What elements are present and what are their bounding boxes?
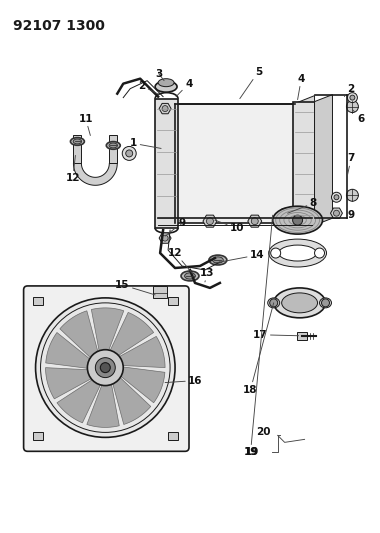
Text: 12: 12 (65, 156, 80, 183)
Polygon shape (159, 103, 171, 114)
Text: 14: 14 (215, 250, 264, 263)
Ellipse shape (158, 79, 174, 87)
Circle shape (293, 215, 302, 225)
Circle shape (282, 211, 287, 216)
Text: 20: 20 (256, 427, 271, 438)
Ellipse shape (73, 139, 82, 144)
Polygon shape (117, 336, 165, 368)
Text: 11: 11 (78, 114, 93, 135)
Ellipse shape (268, 298, 280, 308)
Circle shape (350, 95, 355, 100)
Ellipse shape (185, 273, 195, 279)
Ellipse shape (274, 288, 326, 318)
Circle shape (87, 350, 123, 385)
Text: 8: 8 (288, 198, 317, 213)
Circle shape (347, 93, 357, 102)
Circle shape (100, 362, 110, 373)
Polygon shape (60, 311, 99, 360)
Polygon shape (248, 215, 262, 227)
Ellipse shape (181, 271, 199, 281)
Circle shape (206, 217, 214, 224)
Ellipse shape (320, 298, 331, 308)
Text: 19: 19 (244, 447, 259, 457)
Polygon shape (91, 308, 124, 354)
Bar (293, 102, 315, 225)
Polygon shape (57, 378, 102, 423)
Circle shape (347, 101, 358, 112)
Text: 5: 5 (240, 67, 262, 99)
Text: 9: 9 (165, 218, 185, 236)
Ellipse shape (269, 239, 326, 267)
Circle shape (334, 210, 339, 216)
Text: 2: 2 (344, 84, 355, 96)
Bar (168, 297, 178, 305)
Text: 92107 1300: 92107 1300 (13, 19, 105, 33)
Polygon shape (331, 208, 342, 219)
Bar (33, 432, 43, 440)
Circle shape (280, 208, 290, 218)
Text: 4: 4 (298, 74, 305, 100)
Circle shape (95, 358, 115, 377)
Ellipse shape (282, 293, 318, 313)
Bar (168, 432, 178, 440)
Text: 10: 10 (215, 220, 244, 233)
Ellipse shape (273, 206, 323, 234)
Circle shape (36, 298, 175, 438)
FancyBboxPatch shape (24, 286, 189, 451)
Ellipse shape (155, 81, 177, 92)
Circle shape (270, 299, 278, 307)
Ellipse shape (209, 255, 227, 265)
Text: 19: 19 (243, 215, 273, 457)
Ellipse shape (279, 245, 317, 261)
Polygon shape (73, 164, 117, 185)
Polygon shape (159, 233, 171, 243)
Text: 12: 12 (168, 248, 193, 274)
Bar (297, 332, 307, 340)
Bar (33, 297, 43, 305)
Circle shape (162, 235, 168, 241)
Text: 9: 9 (347, 210, 355, 220)
Text: 17: 17 (253, 330, 299, 340)
Text: 4: 4 (176, 79, 192, 96)
Circle shape (334, 195, 339, 200)
Text: 7: 7 (347, 154, 355, 175)
Text: 16: 16 (165, 376, 203, 385)
Text: 2: 2 (138, 80, 159, 95)
Circle shape (122, 147, 136, 160)
Text: 15: 15 (115, 280, 155, 295)
Polygon shape (109, 135, 117, 164)
Circle shape (251, 217, 258, 224)
Polygon shape (109, 312, 154, 357)
Text: 13: 13 (200, 268, 214, 282)
Polygon shape (315, 95, 332, 225)
Circle shape (271, 248, 281, 258)
Text: 18: 18 (243, 303, 274, 394)
Circle shape (126, 150, 133, 157)
Text: 3: 3 (155, 69, 164, 80)
Circle shape (162, 106, 168, 111)
Circle shape (331, 192, 342, 202)
Circle shape (321, 299, 329, 307)
Polygon shape (112, 376, 151, 424)
Polygon shape (46, 368, 94, 399)
Polygon shape (294, 95, 315, 223)
Polygon shape (203, 215, 217, 227)
Bar (155, 99, 178, 228)
Bar (153, 286, 167, 298)
Polygon shape (73, 135, 81, 164)
Text: 6: 6 (352, 110, 365, 124)
Bar (175, 103, 294, 223)
Ellipse shape (212, 257, 223, 263)
Polygon shape (119, 367, 165, 403)
Ellipse shape (106, 142, 120, 149)
Circle shape (315, 248, 325, 258)
Polygon shape (87, 382, 119, 427)
Polygon shape (46, 333, 92, 369)
Text: 1: 1 (130, 139, 161, 149)
Ellipse shape (70, 138, 84, 146)
Ellipse shape (109, 143, 117, 148)
Circle shape (347, 189, 358, 201)
